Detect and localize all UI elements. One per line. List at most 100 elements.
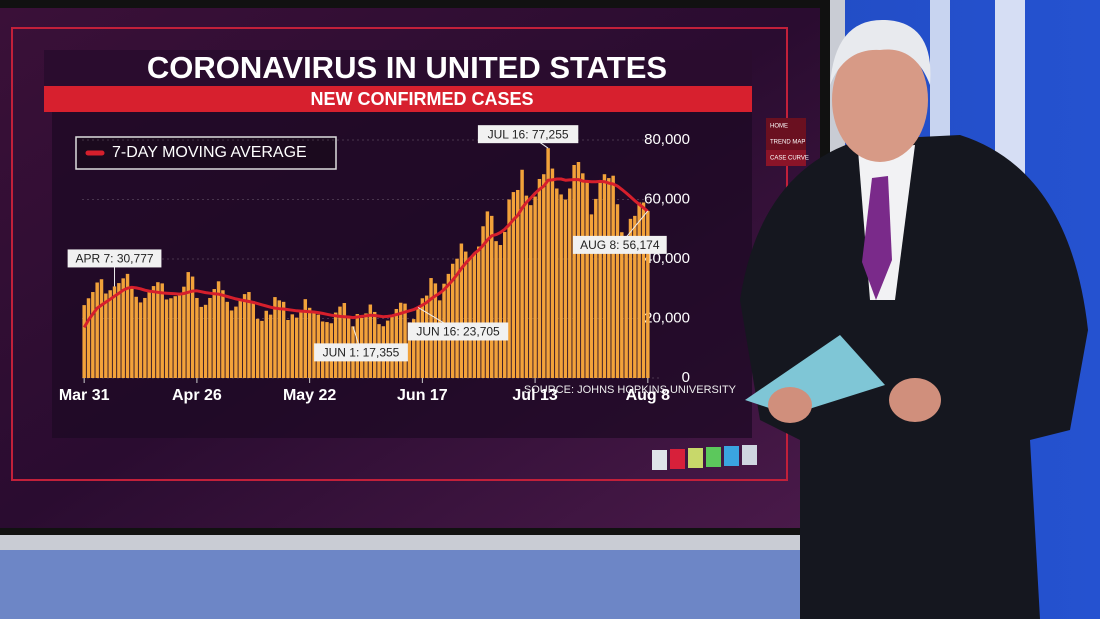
- bar: [303, 299, 308, 378]
- bar: [559, 194, 563, 378]
- bar: [134, 296, 138, 378]
- bar: [542, 174, 546, 378]
- bar: [138, 302, 143, 378]
- menu-item[interactable]: HOME: [770, 124, 788, 130]
- menu-item-bg: [766, 134, 806, 150]
- presenter: [740, 19, 1088, 619]
- bar: [407, 322, 412, 378]
- bar: [342, 303, 347, 378]
- bar: [281, 301, 286, 378]
- bar: [164, 299, 169, 378]
- bar: [607, 178, 611, 378]
- bar: [398, 302, 403, 378]
- x-tick-label: Apr 26: [172, 387, 222, 404]
- y-tick-label: 40,000: [644, 250, 690, 267]
- annotation-box: [314, 343, 408, 362]
- bar: [620, 232, 624, 378]
- bar: [143, 297, 147, 378]
- bar: [524, 195, 529, 378]
- swatch[interactable]: [652, 450, 667, 470]
- bar: [476, 246, 481, 378]
- bar: [173, 296, 177, 378]
- swatch[interactable]: [742, 445, 757, 465]
- bar: [169, 298, 173, 378]
- bar: [312, 311, 316, 378]
- title-band: [44, 50, 752, 86]
- bar: [212, 289, 216, 378]
- bar: [160, 283, 164, 378]
- bar: [589, 214, 594, 378]
- bar: [459, 243, 464, 378]
- bar: [494, 241, 498, 378]
- side-menu: HOME TREND MAP CASE CURVE: [766, 118, 809, 166]
- bar: [450, 263, 455, 378]
- bar: [290, 314, 295, 378]
- bar: [338, 306, 342, 378]
- bar: [637, 202, 641, 378]
- bar: [455, 258, 459, 378]
- bar: [247, 292, 251, 378]
- hair: [830, 19, 931, 85]
- bar: [255, 318, 260, 378]
- bar: [416, 307, 420, 378]
- bar: [581, 173, 585, 378]
- menu-item-bg: [766, 118, 806, 134]
- bar: [130, 286, 134, 378]
- annotation: JUL 16: 77,255: [488, 127, 569, 141]
- annotation: AUG 8: 56,174: [580, 238, 660, 252]
- swatch[interactable]: [706, 447, 721, 467]
- bar: [99, 279, 104, 378]
- bar: [216, 281, 221, 378]
- bar: [117, 283, 121, 378]
- bar: [112, 286, 117, 378]
- menu-item[interactable]: CASE CURVE: [770, 156, 809, 162]
- bar: [238, 300, 242, 378]
- bar: [602, 174, 607, 378]
- menu-item[interactable]: TREND MAP: [770, 140, 805, 146]
- annotation: JUN 1: 17,355: [323, 346, 400, 360]
- x-tick-label: Aug 8: [626, 387, 671, 404]
- bar: [485, 211, 490, 378]
- swatch[interactable]: [688, 448, 703, 468]
- bar: [507, 199, 511, 378]
- studio-floor: [0, 540, 800, 619]
- swatch[interactable]: [724, 446, 739, 466]
- bar: [151, 286, 156, 378]
- bar: [307, 307, 312, 378]
- bar: [598, 181, 602, 378]
- bar: [555, 188, 559, 378]
- head: [832, 38, 928, 162]
- bar: [82, 305, 86, 378]
- bar: [147, 291, 151, 378]
- bar: [641, 202, 646, 378]
- bar: [121, 278, 125, 378]
- x-tick-label: Jul 13: [512, 387, 557, 404]
- bar: [108, 290, 112, 378]
- bar: [572, 164, 576, 378]
- annotation-box: [407, 322, 509, 341]
- bar: [299, 310, 303, 378]
- bar: [472, 253, 477, 378]
- bar: [91, 292, 95, 378]
- bar: [503, 231, 507, 378]
- bar: [516, 189, 520, 378]
- hand: [768, 387, 812, 423]
- bar: [195, 297, 199, 378]
- swatch[interactable]: [670, 449, 685, 469]
- bar: [537, 178, 542, 378]
- bar: [615, 204, 620, 378]
- chart-subtitle: NEW CONFIRMED CASES: [310, 89, 533, 109]
- bar: [550, 168, 555, 378]
- bar: [576, 162, 581, 378]
- bar: [242, 294, 247, 378]
- bar: [368, 304, 373, 378]
- hand: [889, 378, 941, 422]
- bar: [268, 314, 273, 378]
- annotation-box: [67, 249, 162, 268]
- bar: [186, 272, 190, 378]
- suit: [740, 135, 1088, 619]
- bar: [294, 317, 299, 378]
- x-tick-label: Mar 31: [59, 387, 110, 404]
- bar: [208, 297, 212, 378]
